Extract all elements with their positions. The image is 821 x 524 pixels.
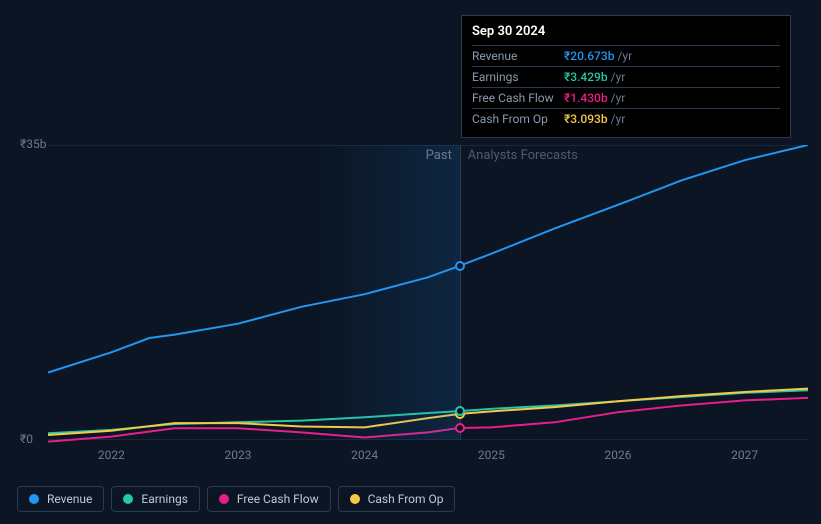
tooltip-unit: /yr <box>611 91 626 105</box>
tooltip-value: ₹20.673b <box>564 49 614 63</box>
forecast-label: Analysts Forecasts <box>468 148 578 163</box>
cursor-marker-earnings <box>455 406 465 416</box>
cursor-marker-revenue <box>455 261 465 271</box>
chart-container: Sep 30 2024 Revenue₹20.673b/yrEarnings₹3… <box>0 0 821 524</box>
legend-swatch <box>29 494 39 504</box>
legend-label: Revenue <box>47 492 92 506</box>
tooltip-metric: Earnings <box>472 70 564 84</box>
legend-swatch <box>123 494 133 504</box>
tooltip-value: ₹3.429b <box>564 70 608 84</box>
legend-item-earnings[interactable]: Earnings <box>111 486 200 512</box>
cursor-gradient <box>314 145 460 440</box>
y-axis-label: ₹0 <box>20 432 33 446</box>
tooltip-metric: Revenue <box>472 49 564 63</box>
legend-swatch <box>350 494 360 504</box>
tooltip-row: Earnings₹3.429b/yr <box>472 66 780 87</box>
y-axis-label: ₹35b <box>20 137 46 151</box>
tooltip-row: Free Cash Flow₹1.430b/yr <box>472 87 780 108</box>
tooltip-date: Sep 30 2024 <box>472 24 780 39</box>
tooltip-metric: Free Cash Flow <box>472 91 564 105</box>
legend-item-revenue[interactable]: Revenue <box>17 486 104 512</box>
tooltip-value: ₹3.093b <box>564 112 608 126</box>
x-axis-label: 2027 <box>731 448 758 462</box>
tooltip-row: Revenue₹20.673b/yr <box>472 45 780 66</box>
cursor-marker-fcf <box>455 423 465 433</box>
tooltip: Sep 30 2024 Revenue₹20.673b/yrEarnings₹3… <box>461 15 791 138</box>
x-axis-label: 2026 <box>605 448 632 462</box>
legend-label: Cash From Op <box>368 492 444 506</box>
x-axis-label: 2023 <box>225 448 252 462</box>
past-label: Past <box>426 148 452 163</box>
legend-label: Earnings <box>141 492 188 506</box>
tooltip-unit: /yr <box>611 70 626 84</box>
legend-swatch <box>219 494 229 504</box>
tooltip-metric: Cash From Op <box>472 112 564 126</box>
legend: Revenue Earnings Free Cash Flow Cash From O… <box>17 486 455 512</box>
x-axis-label: 2022 <box>98 448 125 462</box>
tooltip-unit: /yr <box>617 49 632 63</box>
tooltip-unit: /yr <box>611 112 626 126</box>
x-axis-label: 2025 <box>478 448 505 462</box>
past-forecast-divider <box>460 145 461 440</box>
legend-item-cfo[interactable]: Cash From Op <box>338 486 456 512</box>
legend-label: Free Cash Flow <box>237 492 319 506</box>
tooltip-value: ₹1.430b <box>564 91 608 105</box>
plot-area[interactable] <box>48 145 808 440</box>
x-axis-label: 2024 <box>351 448 378 462</box>
legend-item-fcf[interactable]: Free Cash Flow <box>207 486 331 512</box>
tooltip-row: Cash From Op₹3.093b/yr <box>472 108 780 129</box>
